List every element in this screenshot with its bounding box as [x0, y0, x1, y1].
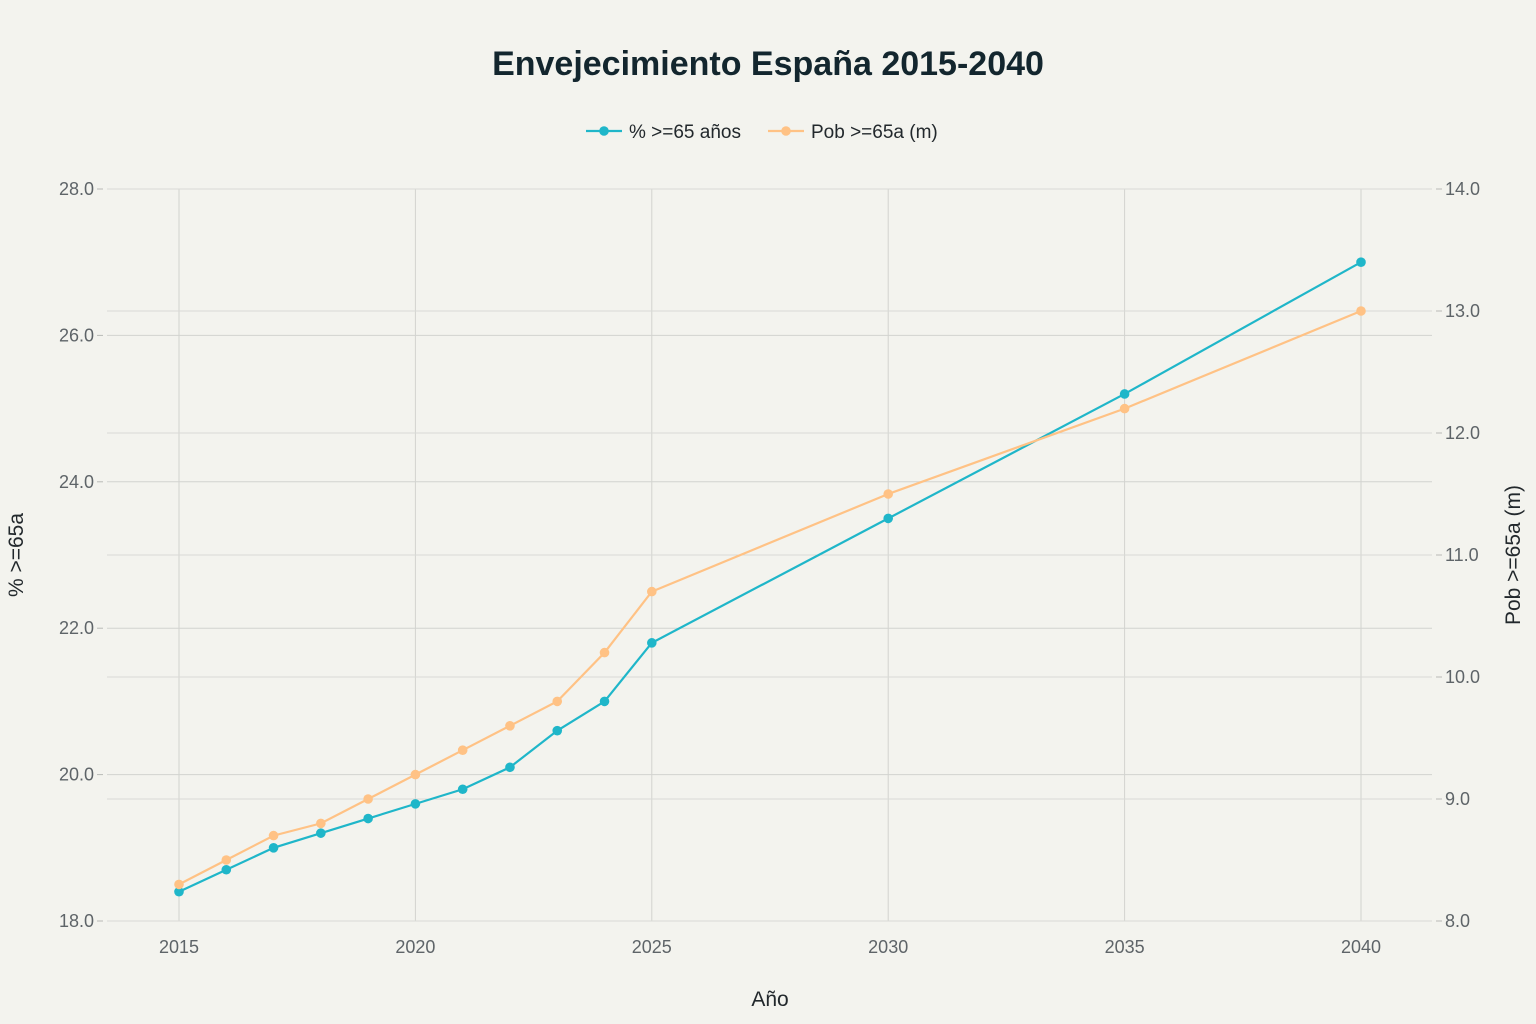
data-point — [174, 886, 184, 897]
series — [174, 257, 1366, 897]
data-point — [599, 647, 610, 658]
data-point — [1119, 403, 1130, 414]
legend-swatch-marker — [781, 126, 791, 136]
legend-item-1[interactable]: % >=65 años — [586, 122, 741, 143]
y-axis-label: % >=65a — [5, 513, 28, 597]
y2-tick-label: 13.0 — [1445, 301, 1480, 321]
x-tick-label: 2030 — [868, 937, 908, 957]
x-tick-label: 2015 — [159, 937, 199, 957]
data-point — [363, 794, 373, 804]
y-tick-label: 22.0 — [59, 618, 94, 638]
data-point — [1356, 257, 1366, 268]
y2-tick-label: 8.0 — [1445, 911, 1470, 931]
y2-tick-label: 9.0 — [1445, 789, 1470, 809]
data-point — [457, 745, 468, 755]
y2-tick-label: 12.0 — [1445, 423, 1480, 443]
data-point — [174, 879, 184, 890]
series-2 — [174, 306, 1366, 890]
y-tick-label: 28.0 — [59, 179, 94, 199]
data-point — [316, 828, 326, 838]
x-axis-label: Año — [751, 988, 788, 1011]
data-point — [883, 489, 893, 499]
data-point — [268, 830, 279, 841]
data-point — [647, 638, 657, 648]
x-tick-label: 2040 — [1341, 937, 1381, 957]
data-point — [363, 813, 373, 824]
series-line — [178, 309, 1362, 886]
series-1 — [174, 257, 1366, 897]
data-point — [221, 855, 232, 865]
legend-label: % >=65 años — [629, 122, 741, 143]
legend-swatch-marker — [599, 126, 609, 136]
y2-axis-label: Pob >=65a (m) — [1502, 485, 1525, 625]
data-point — [1356, 306, 1366, 316]
data-point — [268, 843, 279, 853]
data-point — [647, 586, 657, 597]
data-point — [410, 799, 421, 809]
grid — [107, 188, 1432, 922]
legend-item-2[interactable]: Pob >=65a (m) — [768, 122, 938, 143]
chart-title: Envejecimiento España 2015-2040 — [492, 45, 1044, 83]
x-tick-label: 2035 — [1105, 937, 1145, 957]
data-point — [505, 762, 515, 773]
axes: 2015 2020 2025 2030 2035 2040 18.0 20.0 22.0 24.0… — [59, 179, 1480, 957]
x-tick-label: 2025 — [632, 937, 672, 957]
data-point — [410, 769, 421, 780]
data-point — [221, 864, 232, 875]
y2-tick-label: 11.0 — [1445, 545, 1479, 565]
y-tick-label: 24.0 — [59, 472, 94, 492]
x-tick-label: 2020 — [395, 937, 435, 957]
y-tick-label: 18.0 — [59, 911, 94, 931]
legend-label: Pob >=65a (m) — [811, 122, 938, 143]
legend[interactable]: % >=65 años Pob >=65a (m) — [586, 122, 938, 143]
y2-tick-label: 14.0 — [1445, 179, 1480, 199]
data-point — [1119, 389, 1130, 399]
data-point — [552, 725, 563, 736]
y-tick-label: 20.0 — [59, 765, 94, 785]
y-tick-label: 26.0 — [59, 325, 94, 345]
data-point — [883, 513, 893, 524]
data-point — [552, 696, 563, 707]
data-point — [599, 696, 610, 707]
data-point — [457, 784, 468, 795]
data-point — [316, 818, 326, 829]
y2-tick-label: 10.0 — [1445, 667, 1480, 687]
series-line — [178, 261, 1362, 893]
data-point — [505, 721, 515, 731]
